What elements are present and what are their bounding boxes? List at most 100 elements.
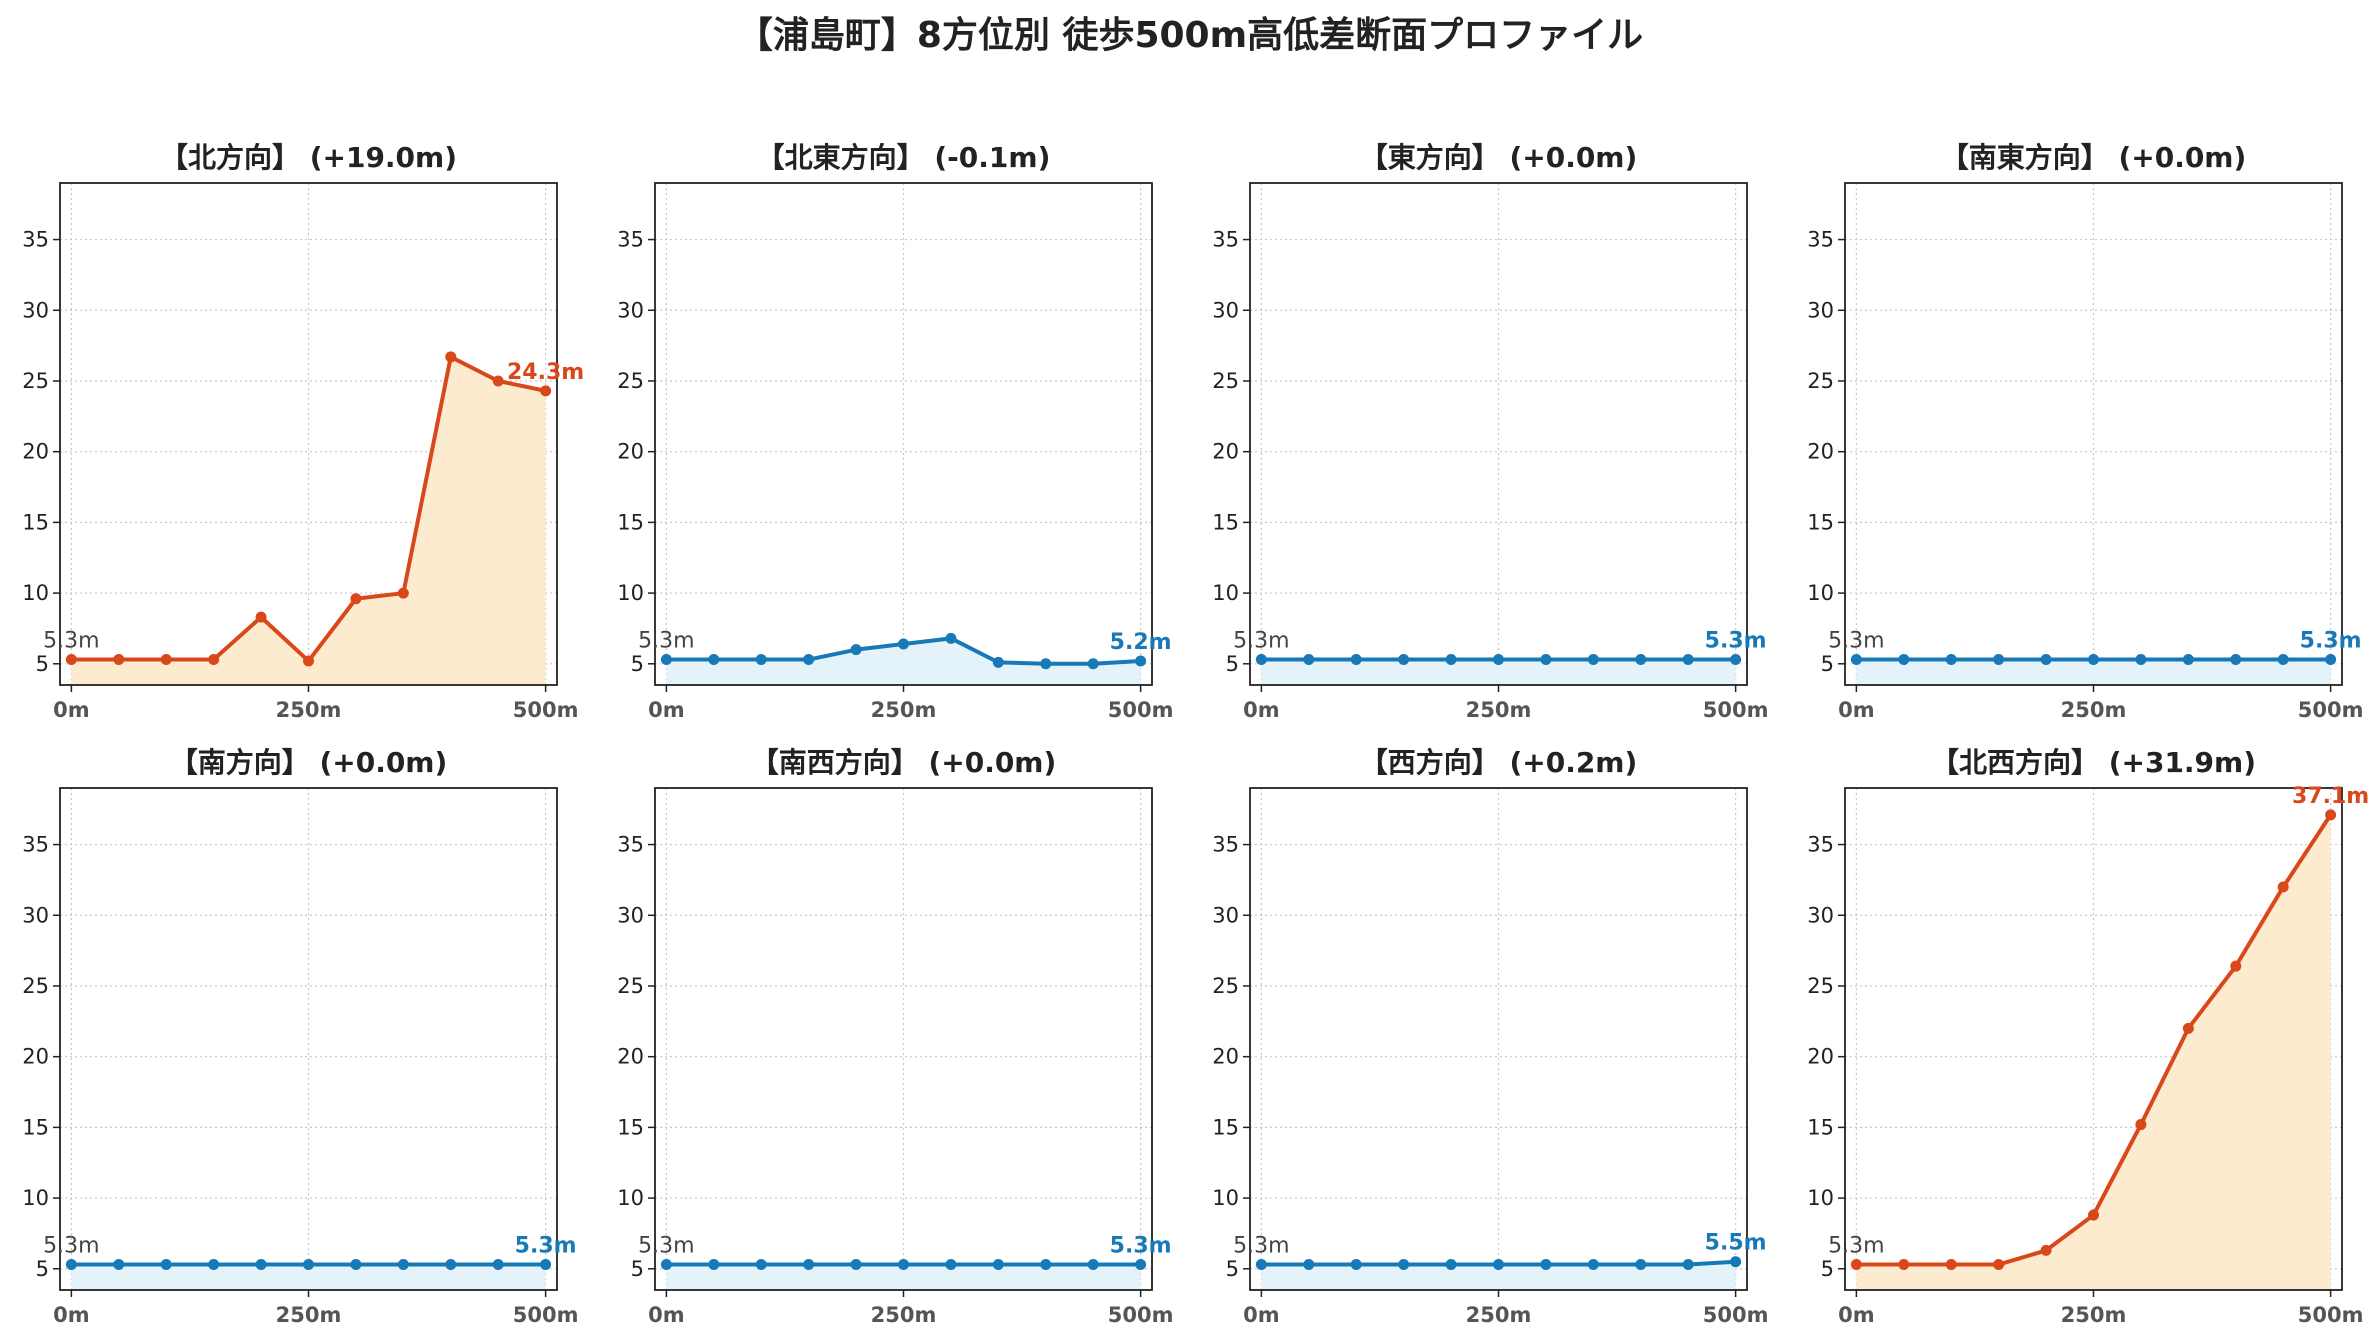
y-tick-label: 25	[617, 974, 644, 998]
data-point	[2325, 809, 2337, 821]
data-point	[2325, 654, 2337, 666]
data-point	[303, 655, 314, 667]
x-tick-label: 0m	[1838, 1303, 1875, 1327]
chart-panel-4: 【南方向】 (+0.0m) 5 10 15 20 25 30 35 0m 250m 500m 5.3m…	[22, 746, 578, 1327]
y-tick-label: 10	[617, 581, 644, 605]
start-elevation-label: 5.3m	[1233, 629, 1289, 654]
y-tick-label: 35	[1212, 228, 1239, 252]
y-tick-label: 30	[1212, 903, 1239, 927]
y-tick-label: 15	[617, 1115, 644, 1139]
y-tick-label: 10	[1807, 1186, 1834, 1210]
y-tick-label: 20	[22, 440, 49, 464]
panel-title: 【南方向】 (+0.0m)	[170, 746, 448, 779]
y-tick-label: 15	[1807, 510, 1834, 534]
data-point	[208, 654, 220, 666]
y-tick-label: 15	[1212, 510, 1239, 534]
figure-title: 【浦島町】8方位別 徒歩500m高低差断面プロファイル	[736, 15, 1644, 56]
data-point	[1635, 654, 1647, 666]
x-tick-label: 250m	[1466, 698, 1532, 722]
start-elevation-label: 5.3m	[638, 1234, 694, 1259]
y-tick-label: 5	[631, 652, 644, 676]
y-tick-label: 35	[1807, 833, 1834, 857]
data-point	[1993, 654, 2005, 666]
y-tick-label: 20	[617, 1045, 644, 1069]
x-tick-label: 0m	[1243, 698, 1280, 722]
data-point	[2230, 960, 2242, 972]
y-tick-label: 10	[617, 1186, 644, 1210]
x-tick-label: 0m	[648, 698, 685, 722]
y-tick-label: 20	[617, 440, 644, 464]
y-tick-label: 15	[617, 510, 644, 534]
y-tick-label: 20	[22, 1045, 49, 1069]
data-point	[1730, 1256, 1742, 1268]
x-tick-label: 500m	[1703, 698, 1769, 722]
area-fill	[1261, 1261, 1736, 1290]
y-tick-label: 5	[631, 1257, 644, 1281]
data-point	[350, 593, 362, 605]
y-tick-label: 10	[1212, 581, 1239, 605]
end-elevation-label: 5.3m	[1110, 1234, 1172, 1259]
data-point	[708, 1259, 720, 1271]
y-tick-label: 5	[1226, 652, 1239, 676]
x-tick-label: 250m	[276, 698, 342, 722]
data-point	[1850, 654, 1862, 666]
data-point	[1730, 654, 1742, 666]
x-tick-label: 0m	[1838, 698, 1875, 722]
y-tick-label: 25	[617, 369, 644, 393]
data-point	[1350, 654, 1362, 666]
data-point	[445, 1259, 457, 1271]
area-fill	[1856, 814, 2331, 1290]
data-point	[1398, 1259, 1410, 1271]
y-tick-label: 25	[22, 369, 49, 393]
data-point	[303, 1259, 314, 1271]
data-point	[1682, 1259, 1694, 1271]
y-tick-label: 25	[1212, 369, 1239, 393]
data-point	[113, 654, 125, 666]
data-point	[945, 632, 957, 644]
start-elevation-label: 5.3m	[43, 629, 99, 654]
data-point	[65, 1259, 77, 1271]
start-elevation-label: 5.3m	[638, 629, 694, 654]
end-elevation-label: 5.3m	[515, 1234, 577, 1259]
data-point	[2040, 1244, 2052, 1256]
data-point	[397, 1259, 409, 1271]
y-tick-label: 5	[1821, 652, 1834, 676]
y-tick-label: 10	[1807, 581, 1834, 605]
y-tick-label: 35	[617, 833, 644, 857]
data-point	[803, 654, 815, 666]
y-tick-label: 20	[1212, 1045, 1239, 1069]
data-point	[160, 654, 172, 666]
x-tick-label: 0m	[648, 1303, 685, 1327]
data-point	[1493, 654, 1504, 666]
y-tick-label: 10	[1212, 1186, 1239, 1210]
y-tick-label: 15	[22, 1115, 49, 1139]
x-tick-label: 250m	[276, 1303, 342, 1327]
chart-panel-2: 【東方向】 (+0.0m) 5 10 15 20 25 30 35 0m 250m 500m 5.3m…	[1212, 141, 1768, 722]
data-point	[2088, 1209, 2099, 1221]
y-tick-label: 5	[1821, 1257, 1834, 1281]
y-tick-label: 5	[36, 652, 49, 676]
data-point	[1087, 1259, 1099, 1271]
x-tick-label: 500m	[1108, 698, 1174, 722]
data-point	[350, 1259, 362, 1271]
data-point	[2040, 654, 2052, 666]
x-tick-label: 250m	[1466, 1303, 1532, 1327]
data-point	[1898, 654, 1910, 666]
data-point	[1587, 654, 1599, 666]
y-tick-label: 35	[1212, 833, 1239, 857]
x-tick-label: 250m	[871, 1303, 937, 1327]
data-point	[945, 1259, 957, 1271]
x-tick-label: 0m	[53, 698, 90, 722]
y-tick-label: 10	[22, 1186, 49, 1210]
data-point	[2277, 654, 2289, 666]
y-tick-label: 25	[22, 974, 49, 998]
data-point	[2277, 881, 2289, 893]
panel-title: 【北方向】 (+19.0m)	[160, 141, 457, 174]
x-tick-label: 250m	[2061, 1303, 2127, 1327]
start-elevation-label: 5.3m	[1828, 629, 1884, 654]
y-tick-label: 20	[1807, 1045, 1834, 1069]
x-tick-label: 500m	[2298, 698, 2364, 722]
y-tick-label: 35	[22, 833, 49, 857]
y-tick-label: 30	[1807, 298, 1834, 322]
data-point	[1398, 654, 1410, 666]
